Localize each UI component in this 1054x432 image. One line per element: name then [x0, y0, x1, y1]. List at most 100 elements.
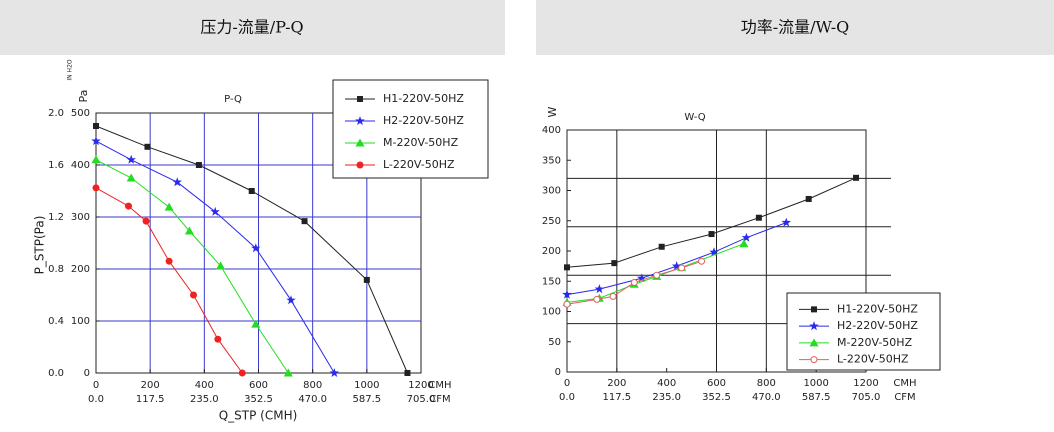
marker	[329, 368, 340, 377]
marker	[210, 206, 220, 216]
marker	[125, 202, 132, 210]
marker	[562, 289, 572, 299]
x2-unit: CFM	[894, 392, 915, 403]
marker	[781, 217, 791, 227]
marker	[356, 161, 364, 169]
y2-tick-label: 0.4	[48, 316, 64, 327]
marker	[142, 217, 150, 225]
marker	[564, 264, 570, 271]
marker	[755, 214, 762, 221]
marker	[92, 184, 100, 192]
y-tick-label: 50	[548, 337, 561, 348]
marker	[671, 261, 682, 271]
x2-tick-label: 705.0	[407, 394, 436, 405]
marker	[637, 273, 647, 283]
y-tick-label: 400	[542, 125, 561, 136]
marker	[698, 257, 706, 265]
x-tick-label: 0	[93, 380, 99, 391]
x-tick-label: 800	[303, 380, 322, 391]
marker	[238, 369, 246, 377]
marker	[251, 243, 261, 253]
marker	[811, 306, 817, 313]
x-axis-label: Q_STP (CMH)	[219, 409, 298, 423]
marker	[593, 295, 601, 303]
marker	[611, 260, 618, 267]
marker	[809, 321, 819, 331]
x-unit: CMH	[893, 378, 916, 389]
x2-tick-label: 470.0	[298, 394, 327, 405]
x2-tick-label: 117.5	[603, 392, 632, 403]
marker	[164, 202, 174, 211]
marker	[216, 261, 226, 270]
x2-tick-label: 235.0	[652, 392, 681, 403]
marker	[809, 338, 819, 347]
y2-tick-label: 2.0	[48, 108, 64, 119]
legend-label: H2-220V-50HZ	[837, 319, 918, 332]
marker	[653, 271, 661, 279]
marker	[563, 300, 571, 308]
y2-tick-label: 1.6	[48, 160, 64, 171]
marker	[251, 319, 261, 328]
y-tick-label: 500	[71, 108, 90, 119]
y-axis-label: P_STP(Pa)	[33, 216, 47, 275]
marker	[658, 243, 665, 250]
x-tick-label: 200	[141, 380, 160, 391]
x2-tick-label: 352.5	[702, 392, 731, 403]
y-tick-label: 350	[542, 155, 561, 166]
marker	[126, 173, 136, 182]
marker	[248, 188, 255, 194]
x-tick-label: 0	[564, 378, 570, 389]
chart-title: P-Q	[224, 94, 242, 105]
marker	[594, 284, 605, 294]
marker	[805, 195, 812, 202]
marker	[286, 295, 296, 305]
y-tick-label: 0	[84, 368, 90, 379]
x2-tick-label: 705.0	[852, 392, 881, 403]
x2-tick-label: 117.5	[136, 394, 165, 405]
panel-header	[536, 0, 1054, 55]
marker	[283, 368, 293, 377]
x2-tick-label: 0.0	[559, 392, 575, 403]
marker	[91, 136, 101, 146]
y-tick-label: 150	[542, 276, 561, 287]
y-tick-label: 200	[542, 246, 561, 257]
marker	[357, 96, 363, 102]
marker	[741, 232, 752, 242]
y-tick-label: 100	[542, 307, 561, 318]
marker	[404, 370, 411, 376]
y-tick-label: 0	[555, 367, 561, 378]
legend-label: M-220V-50HZ	[837, 336, 913, 349]
x-tick-label: 800	[757, 378, 776, 389]
x-tick-label: 1200	[408, 380, 433, 391]
y-tick-label: 300	[542, 186, 561, 197]
x-tick-label: 400	[195, 380, 214, 391]
legend-label: L-220V-50HZ	[383, 158, 455, 171]
y2-tick-label: 1.2	[48, 212, 64, 223]
legend-label: M-220V-50HZ	[383, 136, 459, 149]
marker	[853, 174, 860, 181]
marker	[190, 291, 197, 299]
marker	[363, 276, 370, 283]
y2-tick-label: 0.0	[48, 368, 64, 379]
x-tick-label: 600	[249, 380, 268, 391]
y2-tick-label: 0.8	[48, 264, 64, 275]
marker	[630, 278, 638, 286]
y-tick-label: 100	[71, 316, 90, 327]
marker	[172, 177, 182, 187]
marker	[165, 257, 173, 265]
panel-title: 压力-流量/P-Q	[200, 18, 303, 37]
x2-tick-label: 352.5	[244, 394, 273, 405]
x2-tick-label: 235.0	[190, 394, 219, 405]
y2-unit: IN H2O	[67, 59, 74, 80]
y-tick-label: 300	[71, 212, 90, 223]
marker	[739, 239, 749, 248]
y-tick-label: 200	[71, 264, 90, 275]
marker	[609, 292, 617, 300]
marker	[709, 247, 719, 257]
y-unit: W	[546, 106, 559, 117]
marker	[91, 155, 101, 164]
panel-title: 功率-流量/W-Q	[741, 18, 850, 37]
marker	[355, 116, 365, 125]
legend-label: H1-220V-50HZ	[837, 302, 918, 315]
